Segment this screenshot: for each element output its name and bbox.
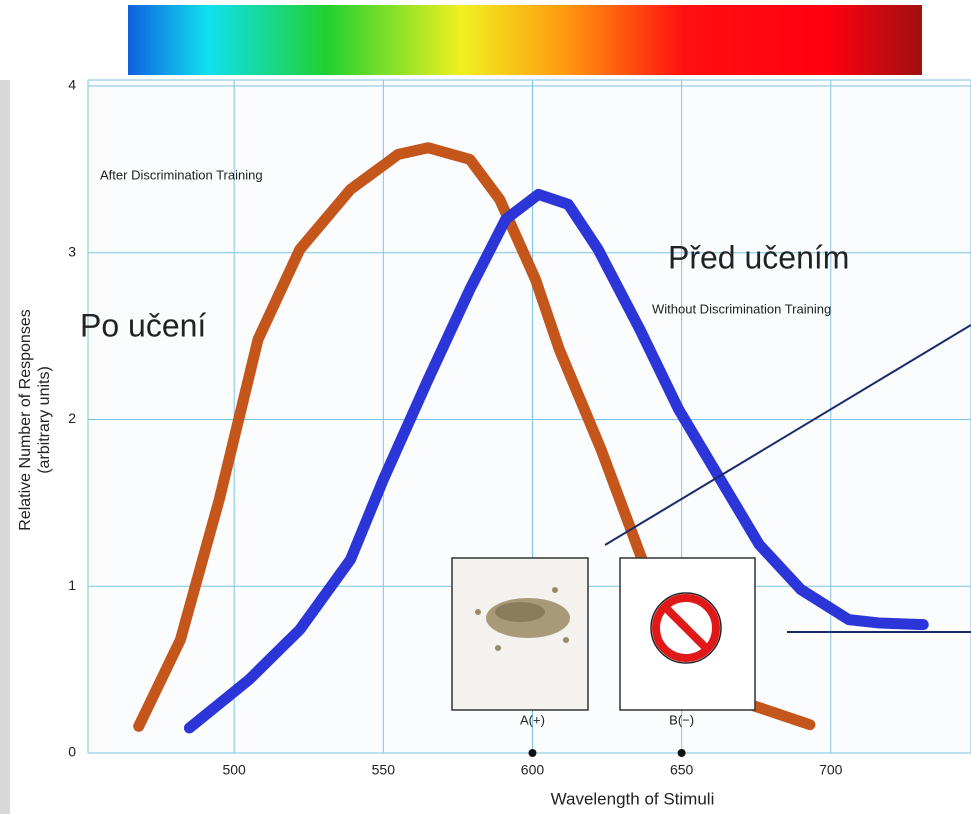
x-tick-label: 550 [372,762,396,778]
stimulus-label: A(+) [520,712,545,727]
series-label: Without Discrimination Training [652,301,831,316]
stimulus-label: B(−) [669,712,694,727]
series-line [183,188,929,734]
x-axis-label: Wavelength of Stimuli [551,789,715,808]
y-tick-label: 3 [68,243,76,259]
annotation: Před učením [668,239,849,275]
forbidden-image [619,557,756,711]
annotation: Po učení [80,307,206,343]
stimulus-dot [677,749,686,757]
x-tick-label: 500 [222,762,246,778]
x-tick-label: 700 [819,762,843,778]
x-tick-label: 650 [670,762,694,778]
y-tick-label: 0 [68,744,76,760]
y-tick-label: 1 [68,577,76,593]
x-tick-label: 600 [521,762,545,778]
seed-image [451,557,589,711]
series-label: After Discrimination Training [100,167,263,182]
y-axis-label: Relative Number of Responses [17,309,34,530]
stimulus-dot [528,749,537,757]
y-axis-label: (arbitrary units) [36,366,53,474]
spectrum-bar [128,5,922,75]
y-tick-label: 2 [68,410,76,426]
scan-edge [0,80,10,814]
pointer-line [604,324,971,546]
y-tick-label: 4 [68,77,76,93]
